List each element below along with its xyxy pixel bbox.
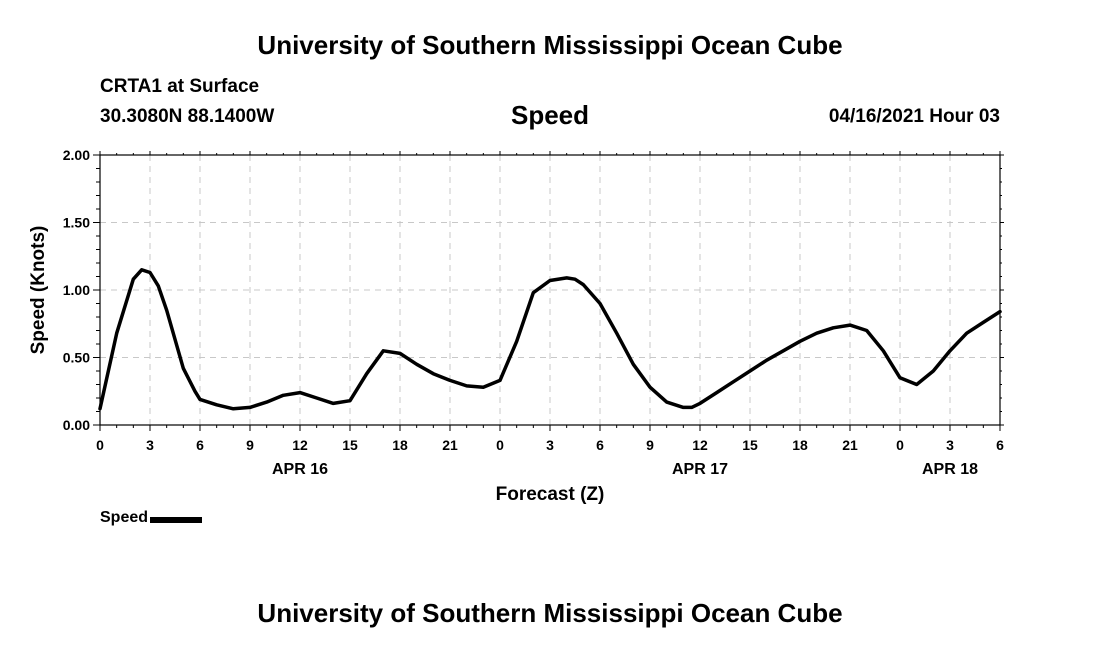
legend: Speed bbox=[100, 509, 203, 527]
legend-label: Speed bbox=[100, 509, 149, 526]
x-tick-label: 18 bbox=[792, 437, 808, 453]
x-tick-label: 21 bbox=[842, 437, 858, 453]
y-tick-label: 2.00 bbox=[63, 147, 90, 163]
x-tick-label: 21 bbox=[442, 437, 458, 453]
top-org-title: University of Southern Mississippi Ocean… bbox=[257, 30, 843, 60]
y-tick-label: 1.50 bbox=[63, 215, 90, 231]
x-tick-label: 9 bbox=[246, 437, 254, 453]
forecast-timestamp: 04/16/2021 Hour 03 bbox=[828, 106, 1000, 127]
x-tick-label: 15 bbox=[342, 437, 358, 453]
x-tick-label: 0 bbox=[96, 437, 104, 453]
x-tick-label: 6 bbox=[996, 437, 1004, 453]
x-tick-label: 6 bbox=[196, 437, 204, 453]
x-tick-label: 3 bbox=[146, 437, 154, 453]
x-tick-label: 15 bbox=[742, 437, 758, 453]
date-label: APR 17 bbox=[672, 461, 728, 478]
plot-frame bbox=[99, 154, 1001, 426]
x-tick-label: 9 bbox=[646, 437, 654, 453]
x-tick-label: 3 bbox=[546, 437, 554, 453]
bottom-org-title: University of Southern Mississippi Ocean… bbox=[257, 598, 843, 628]
x-tick-label: 18 bbox=[392, 437, 408, 453]
series-line-speed bbox=[98, 268, 1002, 411]
y-tick-label: 0.50 bbox=[63, 350, 90, 366]
date-label: APR 18 bbox=[922, 461, 978, 478]
x-tick-label: 3 bbox=[946, 437, 954, 453]
x-axis-title: Forecast (Z) bbox=[496, 484, 605, 505]
y-axis-title: Speed (Knots) bbox=[28, 226, 49, 355]
date-label: APR 16 bbox=[272, 461, 328, 478]
grid-layer bbox=[100, 155, 1000, 425]
x-tick-label: 0 bbox=[496, 437, 504, 453]
station-name: CRTA1 at Surface bbox=[100, 76, 260, 97]
x-tick-label: 0 bbox=[896, 437, 904, 453]
label-layer: 0 3 6 9 12 15 18 21 0 3 6 9 12 15 18 21 0 3 6 0.00 0.50 1.00 1… bbox=[28, 147, 1004, 505]
series-layer bbox=[98, 268, 1002, 411]
station-coordinates: 30.3080N 88.1400W bbox=[100, 106, 275, 127]
chart-title: Speed bbox=[510, 100, 590, 130]
legend-line-swatch bbox=[150, 516, 203, 523]
y-tick-label: 0.00 bbox=[63, 417, 90, 433]
x-tick-label: 12 bbox=[692, 437, 708, 453]
x-tick-label: 6 bbox=[596, 437, 604, 453]
axis-layer bbox=[93, 151, 1004, 431]
y-tick-label: 1.00 bbox=[63, 282, 90, 298]
x-tick-label: 12 bbox=[292, 437, 308, 453]
